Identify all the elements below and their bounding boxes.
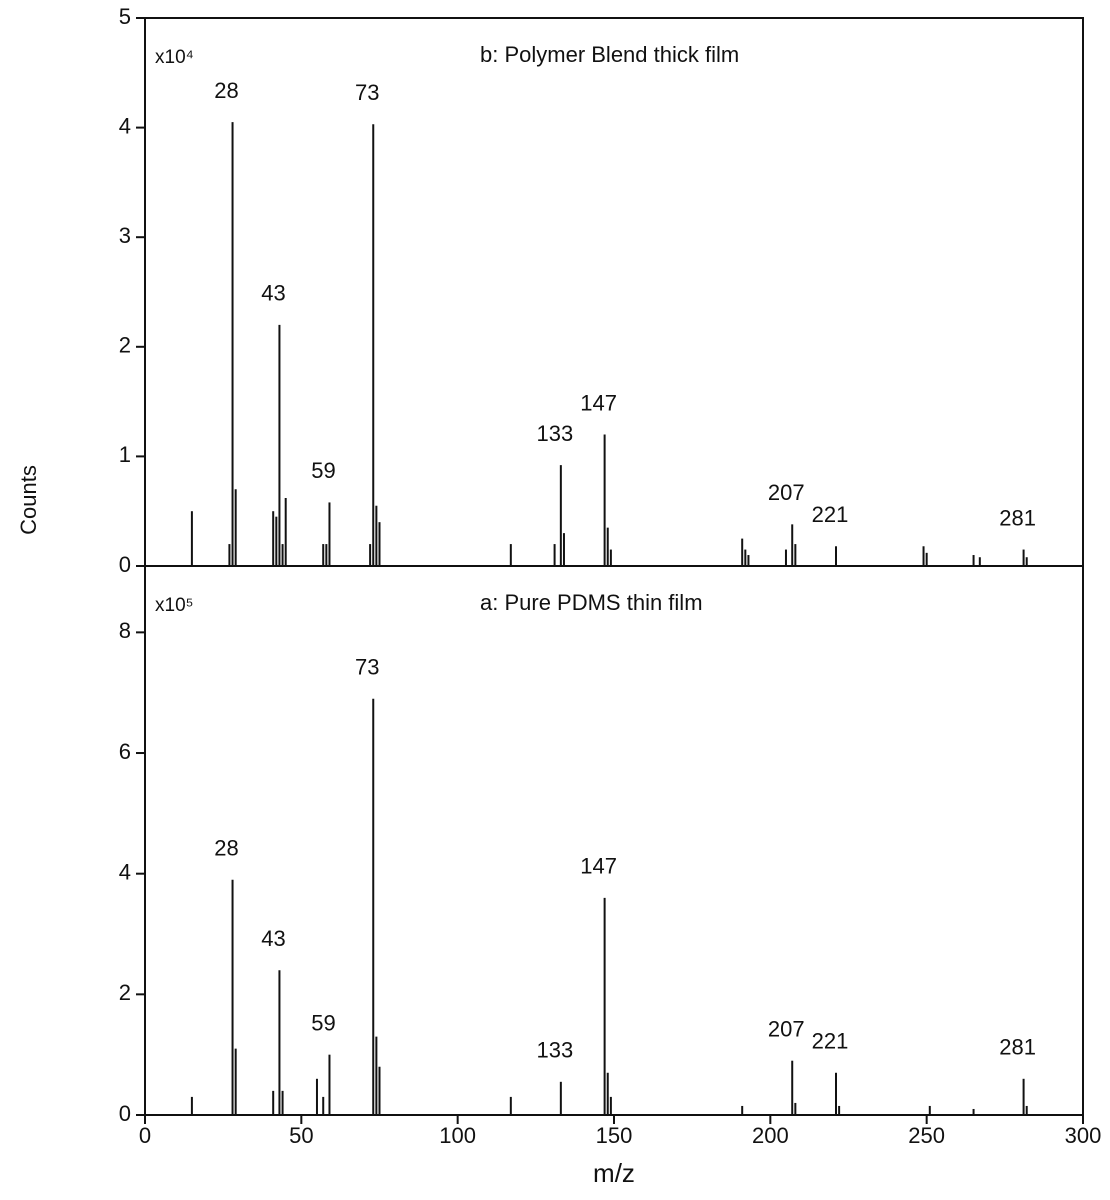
peak-label: 207 (768, 1017, 805, 1042)
peak-label: 207 (768, 480, 805, 505)
peak-label: 147 (580, 854, 617, 879)
y-tick-label: 6 (119, 739, 131, 764)
x-tick-label: 250 (908, 1123, 945, 1148)
x-tick-label: 100 (439, 1123, 476, 1148)
peak-label: 221 (812, 502, 849, 527)
peak-label: 43 (261, 281, 285, 306)
y-tick-label: 4 (119, 113, 131, 138)
y-tick-label: 0 (119, 1101, 131, 1126)
x-tick-label: 300 (1065, 1123, 1102, 1148)
scale-label: x10⁴ (155, 47, 194, 68)
peak-label: 28 (214, 836, 238, 861)
peak-label: 59 (311, 458, 335, 483)
y-tick-label: 8 (119, 618, 131, 643)
panel-title: a: Pure PDMS thin film (480, 590, 703, 615)
x-tick-label: 0 (139, 1123, 151, 1148)
x-axis-title: m/z (593, 1158, 635, 1188)
scale-label: x10⁵ (155, 595, 194, 616)
peak-label: 281 (999, 505, 1036, 530)
y-tick-label: 1 (119, 442, 131, 467)
peak-label: 133 (536, 1038, 573, 1063)
y-axis-title: Counts (16, 465, 41, 535)
y-tick-label: 2 (119, 980, 131, 1005)
y-tick-label: 2 (119, 333, 131, 358)
x-tick-label: 200 (752, 1123, 789, 1148)
x-tick-label: 50 (289, 1123, 313, 1148)
y-tick-label: 4 (119, 859, 131, 884)
peak-label: 133 (536, 421, 573, 446)
peak-label: 59 (311, 1010, 335, 1035)
peak-label: 73 (355, 655, 379, 680)
peak-label: 221 (812, 1029, 849, 1054)
peak-label: 73 (355, 80, 379, 105)
peak-label: 28 (214, 78, 238, 103)
y-tick-label: 3 (119, 223, 131, 248)
y-tick-label: 0 (119, 552, 131, 577)
peak-label: 43 (261, 926, 285, 951)
peak-label: 147 (580, 390, 617, 415)
x-tick-label: 150 (596, 1123, 633, 1148)
y-tick-label: 5 (119, 4, 131, 29)
panel-title: b: Polymer Blend thick film (480, 42, 739, 67)
peak-label: 281 (999, 1035, 1036, 1060)
